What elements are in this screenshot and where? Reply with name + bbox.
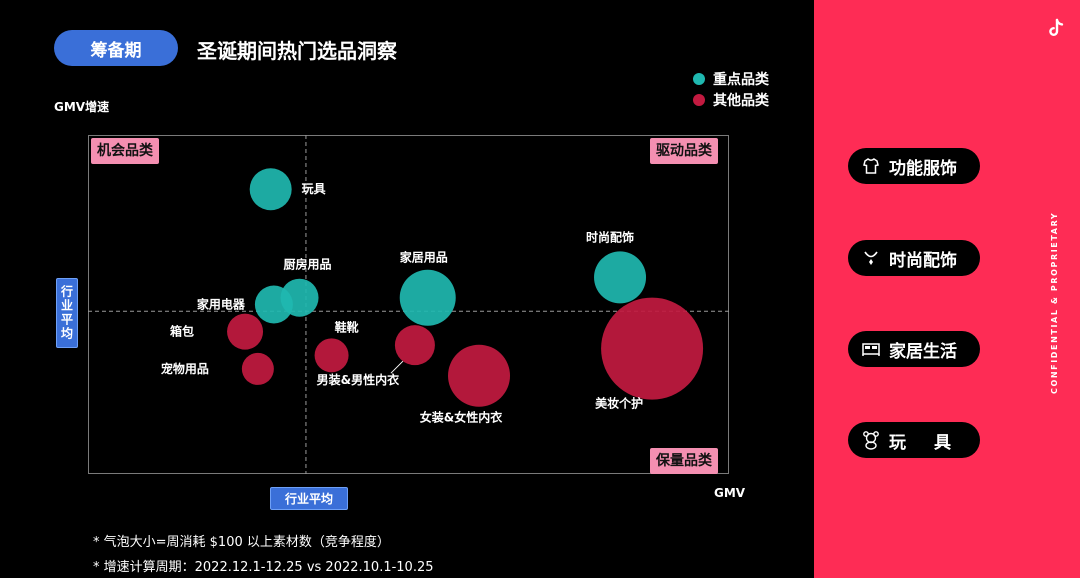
bubble-label-key-1: 家用电器 bbox=[197, 297, 246, 312]
phase-badge: 筹备期 bbox=[54, 30, 178, 66]
y-average-badge: 行业平均 bbox=[56, 278, 78, 348]
bubble-other-1 bbox=[241, 352, 274, 385]
confidential-notice: CONFIDENTIAL & PROPRIETARY bbox=[1050, 211, 1059, 394]
category-button-functional-apparel[interactable]: 功能服饰 bbox=[848, 148, 980, 184]
footnote-growth-period: * 增速计算周期：2022.12.1-12.25 vs 2022.10.1-10… bbox=[93, 560, 434, 575]
teddy-bear-icon bbox=[861, 430, 881, 450]
bubble-other-4 bbox=[448, 344, 511, 407]
bubble-label-key-0: 玩具 bbox=[302, 182, 326, 196]
legend-label-other: 其他品类 bbox=[713, 92, 769, 109]
x-axis-label: GMV bbox=[714, 486, 746, 500]
quadrant-label-opportunity: 机会品类 bbox=[91, 138, 159, 164]
quadrant-label-driver: 驱动品类 bbox=[650, 138, 718, 164]
plot-area bbox=[88, 135, 729, 474]
page-title: 圣诞期间热门选品洞察 bbox=[197, 39, 397, 63]
leader-line bbox=[390, 360, 404, 374]
legend-item-key: 重点品类 bbox=[693, 68, 769, 89]
quadrant-label-volume: 保量品类 bbox=[650, 448, 718, 474]
bubble-label-key-4: 时尚配饰 bbox=[586, 229, 634, 244]
chart-legend: 重点品类 其他品类 bbox=[693, 68, 769, 110]
bubble-key-4 bbox=[594, 251, 647, 304]
x-average-badge: 行业平均 bbox=[270, 487, 348, 510]
shirt-icon bbox=[861, 156, 881, 176]
bubble-label-key-2: 厨房用品 bbox=[284, 257, 332, 272]
bubble-label-other-1: 宠物用品 bbox=[161, 361, 209, 376]
category-button-label: 时尚配饰 bbox=[889, 250, 957, 271]
legend-label-key: 重点品类 bbox=[713, 71, 769, 88]
category-button-home-living[interactable]: 家居生活 bbox=[848, 331, 980, 367]
bubble-key-2 bbox=[280, 278, 319, 317]
tiktok-icon bbox=[1049, 18, 1064, 36]
legend-dot-other bbox=[693, 93, 705, 106]
legend-dot-key bbox=[693, 72, 705, 85]
bubble-label-other-5: 美妆个护 bbox=[595, 396, 643, 411]
bubble-label-other-3: 男装&男性内衣 bbox=[317, 372, 399, 387]
bubble-key-3 bbox=[399, 269, 456, 326]
bubble-other-0 bbox=[227, 313, 264, 350]
sidebar-panel bbox=[814, 0, 1080, 578]
bubble-other-2 bbox=[314, 338, 349, 373]
category-button-label: 家居生活 bbox=[889, 341, 957, 362]
bubble-label-other-0: 箱包 bbox=[170, 324, 194, 339]
bubble-label-other-2: 鞋靴 bbox=[335, 319, 359, 334]
y-axis-label: GMV增速 bbox=[54, 100, 110, 114]
category-button-fashion-accessories[interactable]: 时尚配饰 bbox=[848, 240, 980, 276]
category-button-toys[interactable]: 玩具 bbox=[848, 422, 980, 458]
footnote-bubble-size: * 气泡大小=周消耗 $100 以上素材数（竞争程度） bbox=[93, 535, 390, 550]
bed-icon bbox=[861, 339, 881, 359]
category-button-label: 功能服饰 bbox=[889, 158, 957, 179]
bubble-label-other-4: 女装&女性内衣 bbox=[420, 410, 502, 425]
bubble-key-0 bbox=[249, 168, 292, 211]
bubble-other-3 bbox=[394, 325, 435, 366]
bubble-label-key-3: 家居用品 bbox=[400, 250, 448, 265]
legend-item-other: 其他品类 bbox=[693, 89, 769, 110]
necklace-icon bbox=[861, 248, 881, 268]
bubble-other-5 bbox=[601, 297, 704, 400]
category-button-label: 玩具 bbox=[889, 432, 979, 453]
